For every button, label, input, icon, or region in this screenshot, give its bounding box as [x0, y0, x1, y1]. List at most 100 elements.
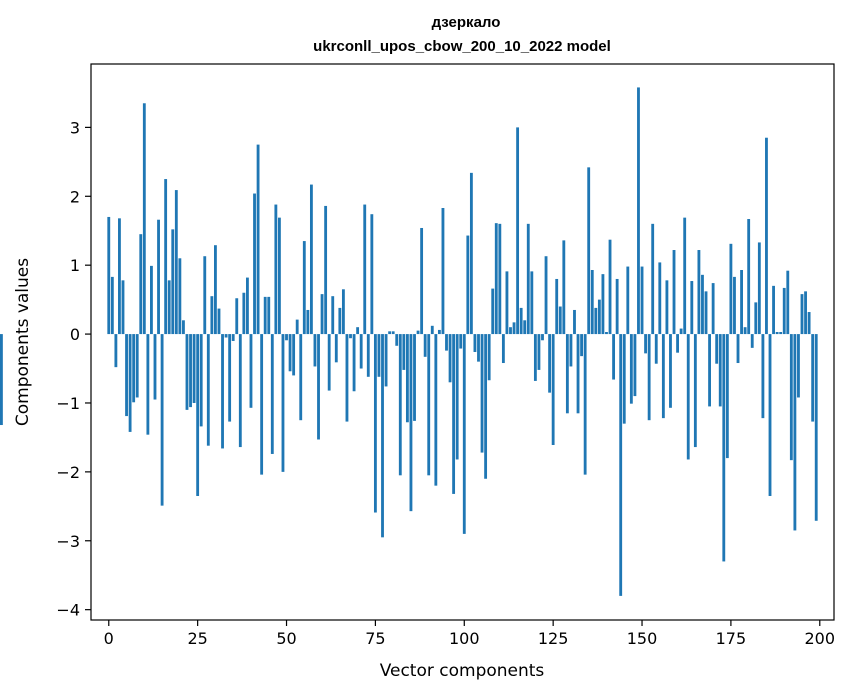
bar	[548, 334, 552, 393]
bar	[153, 334, 157, 400]
bar	[331, 296, 335, 335]
bar	[373, 334, 377, 513]
bar	[221, 334, 224, 449]
bar	[420, 227, 424, 335]
bar	[306, 309, 310, 335]
bar	[441, 208, 445, 335]
bar	[569, 334, 573, 367]
bar	[765, 137, 768, 335]
bar	[469, 172, 473, 335]
bar	[590, 270, 594, 335]
bar	[413, 334, 416, 421]
bar	[150, 265, 153, 335]
bar	[693, 334, 697, 448]
x-tick-label: 25	[187, 629, 207, 648]
chart-title: дзеркало	[432, 14, 501, 31]
bar	[494, 223, 498, 335]
bar	[740, 270, 743, 335]
bar	[327, 334, 331, 391]
bar	[238, 334, 242, 448]
bar	[370, 214, 374, 335]
bar	[341, 289, 345, 335]
bar	[309, 184, 313, 335]
bar	[299, 334, 303, 421]
bar	[786, 270, 790, 335]
bar	[501, 334, 505, 364]
bar	[814, 334, 818, 521]
bar	[768, 334, 772, 496]
bar	[174, 190, 178, 335]
bar	[459, 334, 463, 349]
bar	[388, 331, 392, 335]
bar	[157, 219, 160, 335]
bar	[270, 334, 274, 454]
bar	[747, 219, 751, 335]
bar	[505, 271, 509, 335]
bar	[171, 229, 175, 335]
x-tick-label: 100	[449, 629, 480, 648]
bar	[217, 308, 221, 335]
bar	[214, 245, 217, 335]
bar	[249, 334, 253, 408]
bar	[754, 302, 758, 335]
bar	[377, 334, 381, 377]
bar	[629, 334, 633, 404]
bar	[537, 334, 541, 370]
bar	[423, 334, 427, 357]
bar-series	[0, 87, 818, 596]
bar	[317, 334, 320, 440]
bar	[757, 242, 761, 335]
bar	[565, 334, 569, 414]
bar	[139, 234, 143, 335]
bar	[427, 334, 431, 476]
bar	[480, 334, 484, 453]
bar	[473, 334, 477, 352]
bar	[619, 334, 623, 596]
bar	[761, 334, 765, 419]
bar	[580, 334, 584, 357]
bar	[256, 144, 260, 335]
bar	[405, 334, 409, 423]
bar	[807, 312, 811, 335]
bar	[562, 240, 566, 335]
bar	[356, 327, 360, 335]
bar	[292, 334, 296, 376]
bar	[121, 280, 125, 335]
bar	[633, 334, 637, 397]
bar	[178, 258, 182, 335]
bar	[267, 296, 271, 335]
bar	[519, 307, 523, 335]
bar	[551, 334, 555, 445]
bar	[107, 216, 111, 335]
bar	[409, 334, 413, 512]
bar	[782, 287, 786, 335]
bar	[647, 334, 651, 421]
bar	[587, 167, 591, 335]
bar	[715, 334, 719, 364]
bar	[246, 277, 249, 335]
bar	[658, 262, 662, 335]
bar	[110, 276, 114, 335]
bar	[516, 127, 520, 335]
bar	[697, 250, 701, 335]
y-tick-label: 1	[70, 256, 80, 275]
bar	[526, 223, 530, 335]
bar	[434, 334, 438, 486]
bar	[114, 334, 118, 368]
bar	[484, 334, 488, 479]
bar	[597, 299, 601, 335]
bar	[146, 334, 150, 435]
bar	[288, 334, 292, 372]
bar	[487, 334, 491, 381]
bar	[512, 322, 516, 335]
bar	[676, 334, 679, 353]
bar	[402, 334, 406, 370]
bar	[804, 291, 807, 335]
bar	[349, 334, 352, 339]
bar	[334, 334, 338, 363]
bar	[359, 334, 363, 369]
bar	[605, 332, 608, 335]
bar	[210, 296, 214, 335]
bar	[690, 281, 694, 335]
